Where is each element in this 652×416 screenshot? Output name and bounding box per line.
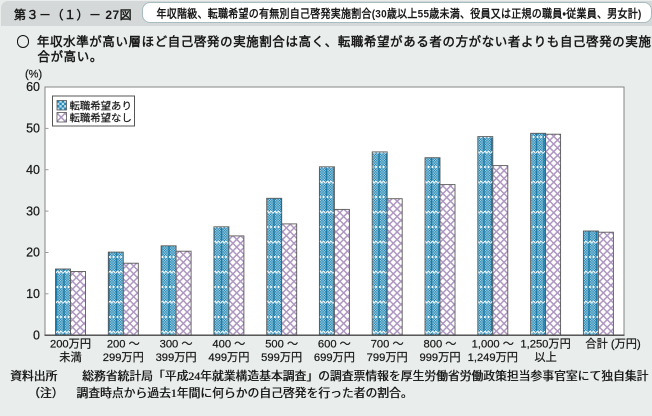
- svg-text:200 ～: 200 ～: [107, 339, 140, 351]
- svg-text:30: 30: [26, 204, 40, 218]
- svg-text:500 ～: 500 ～: [265, 339, 298, 351]
- svg-text:以上: 以上: [534, 351, 556, 364]
- svg-text:700 ～: 700 ～: [371, 339, 404, 351]
- svg-text:50: 50: [26, 122, 40, 136]
- svg-text:未満: 未満: [59, 351, 81, 364]
- svg-text:400 ～: 400 ～: [212, 339, 245, 351]
- svg-text:200万円: 200万円: [50, 339, 91, 351]
- svg-text:999万円: 999万円: [419, 352, 460, 364]
- svg-text:300 ～: 300 ～: [160, 339, 193, 351]
- svg-text:599万円: 599万円: [261, 352, 302, 364]
- svg-text:10: 10: [26, 287, 40, 301]
- svg-text:699万円: 699万円: [314, 352, 355, 364]
- svg-text:399万円: 399万円: [156, 352, 197, 364]
- svg-text:合計 (万円): 合計 (万円): [585, 337, 641, 351]
- svg-text:転職希望あり: 転職希望あり: [70, 100, 132, 113]
- svg-text:1,249万円: 1,249万円: [468, 352, 518, 364]
- svg-text:0: 0: [33, 328, 40, 342]
- svg-text:800 ～: 800 ～: [424, 339, 457, 351]
- svg-text:799万円: 799万円: [367, 352, 408, 364]
- svg-text:299万円: 299万円: [103, 352, 144, 364]
- svg-text:20: 20: [26, 246, 40, 260]
- svg-text:1,250万円: 1,250万円: [520, 339, 570, 351]
- svg-text:転職希望なし: 転職希望なし: [70, 112, 132, 125]
- svg-text:600 ～: 600 ～: [318, 339, 351, 351]
- svg-text:1,000 ～: 1,000 ～: [472, 339, 514, 351]
- svg-text:60: 60: [26, 80, 40, 94]
- svg-text:(%): (%): [25, 69, 42, 81]
- svg-text:499万円: 499万円: [208, 352, 249, 364]
- svg-text:40: 40: [26, 163, 40, 177]
